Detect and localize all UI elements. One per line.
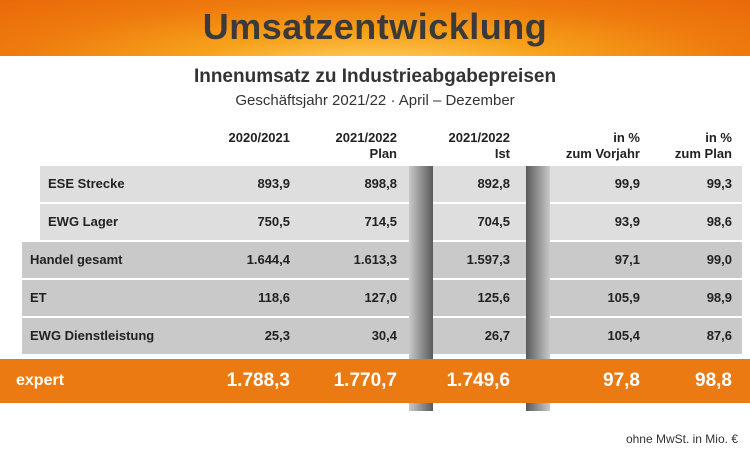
cell-value: 105,9: [607, 290, 640, 305]
column-header-plan: 2021/2022 Plan: [335, 130, 397, 161]
column-header-vorjahr: in % zum Vorjahr: [565, 130, 640, 161]
cell-value: 99,0: [706, 252, 732, 267]
cell-value: 98,9: [706, 290, 732, 305]
total-value: 1.749,6: [446, 370, 510, 391]
footnote: ohne MwSt. in Mio. €: [625, 432, 738, 446]
row-label: ET: [30, 290, 47, 305]
table-row: EWG Dienstleistung 25,3 30,4 26,7 105,4 …: [22, 318, 742, 354]
cell-value: 714,5: [364, 214, 397, 229]
cell-value: 30,4: [371, 328, 397, 343]
period: Geschäftsjahr 2021/22 · April – Dezember: [235, 92, 515, 109]
cell-value: 118,6: [258, 290, 290, 305]
row-label: ESE Strecke: [48, 176, 125, 191]
total-value: 1.770,7: [333, 370, 397, 391]
table-row: EWG Lager 750,5 714,5 704,5 93,9 98,6: [40, 204, 742, 240]
cell-value: 97,1: [614, 252, 640, 267]
row-divider: [0, 202, 750, 204]
total-value: 1.788,3: [226, 370, 290, 391]
row-divider: [0, 278, 750, 280]
row-label: EWG Dienstleistung: [30, 328, 155, 343]
row-divider: [0, 316, 750, 318]
table-row: ET 118,6 127,0 125,6 105,9 98,9: [22, 280, 742, 316]
subtitle: Innenumsatz zu Industrieabgabepreisen: [193, 66, 557, 87]
cell-value: 93,9: [614, 214, 640, 229]
cell-value: 892,8: [477, 176, 510, 191]
cell-value: 1.644,4: [246, 252, 290, 267]
cell-value: 87,6: [706, 328, 732, 343]
total-label: expert: [16, 372, 65, 389]
column-header-ist: 2021/2022 Ist: [448, 130, 510, 161]
title-banner: Umsatzentwicklung: [0, 0, 750, 56]
cell-value: 898,8: [364, 176, 397, 191]
row-label: EWG Lager: [48, 214, 119, 229]
cell-value: 1.613,3: [353, 252, 397, 267]
total-row: expert 1.788,3 1.770,7 1.749,6 97,8 98,8: [0, 359, 750, 403]
cell-value: 26,7: [484, 328, 510, 343]
cell-value: 25,3: [264, 328, 290, 343]
cell-value: 127,0: [364, 290, 397, 305]
cell-value: 893,9: [257, 176, 290, 191]
cell-value: 98,6: [706, 214, 732, 229]
total-value: 98,8: [695, 370, 732, 391]
cell-value: 125,6: [477, 290, 510, 305]
total-value: 97,8: [603, 370, 640, 391]
row-divider: [0, 240, 750, 242]
column-header-zum-plan: in % zum Plan: [674, 130, 732, 161]
cell-value: 105,4: [607, 328, 640, 343]
cell-value: 99,3: [706, 176, 732, 191]
cell-value: 1.597,3: [466, 252, 510, 267]
cell-value: 99,9: [614, 176, 640, 191]
cell-value: 704,5: [477, 214, 510, 229]
page-title: Umsatzentwicklung: [202, 6, 548, 47]
table-row: ESE Strecke 893,9 898,8 892,8 99,9 99,3: [40, 166, 742, 202]
table-row: Handel gesamt 1.644,4 1.613,3 1.597,3 97…: [22, 242, 742, 278]
column-header-2020-2021: 2020/2021: [228, 130, 290, 145]
cell-value: 750,5: [257, 214, 290, 229]
row-label: Handel gesamt: [30, 252, 123, 267]
